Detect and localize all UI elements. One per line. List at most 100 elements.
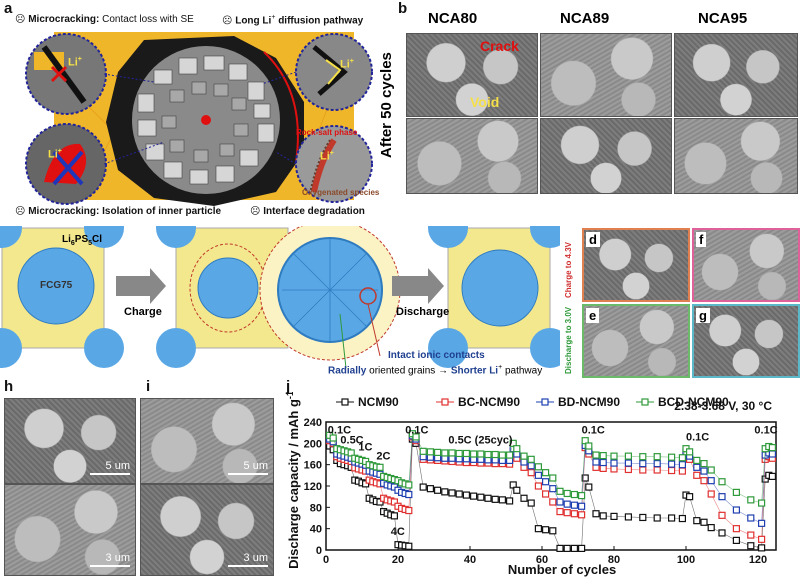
data-point-BC-NCM90 [758,535,766,543]
data-point-BD-NCM90 [549,485,557,493]
c-discharge-label: Discharge [396,306,450,318]
legend-marker [441,398,449,406]
data-point-BC-NCM90 [707,490,715,498]
a-li-1: Li+ [68,56,82,69]
data-point-NCM90 [653,514,661,522]
data-point-BD-NCM90 [520,458,528,466]
b-crack-label: Crack [480,38,519,54]
data-point-NCM90 [462,491,470,499]
data-point-NCM90 [599,512,607,520]
data-point-BD-NCM90 [718,493,726,501]
data-point-NCM90 [610,512,618,521]
data-point-BCD-NCM90 [732,488,740,497]
data-point-BCD-NCM90 [329,434,337,442]
panel-label-a: a [4,0,13,17]
c-se-label: Li6PS5Cl [62,234,103,247]
panel-label-i: i [146,378,151,395]
data-point-BCD-NCM90 [563,489,571,498]
neutral-face-icon: ☹ [250,206,261,217]
rate-annotation: 0.1C [328,425,351,437]
particle-core [201,115,211,125]
data-point-BCD-NCM90 [419,447,427,455]
data-point-BD-NCM90 [556,498,564,506]
y-axis-label: Discharge capacity / mAh g-1 [285,392,301,569]
data-point-NCM90 [419,483,427,491]
data-point-NCM90 [455,490,463,498]
legend-marker [341,398,349,406]
y-tick-label: 40 [310,524,322,536]
data-point-BCD-NCM90 [570,490,578,499]
data-point-NCM90 [678,514,686,523]
rate-annotation: 0.1C [582,425,605,437]
data-point-BD-NCM90 [639,459,647,468]
x-tick-label: 0 [323,554,329,566]
data-point-BCD-NCM90 [527,455,535,463]
legend-marker [641,398,649,406]
data-point-BCD-NCM90 [624,452,632,460]
b-void-label: Void [470,94,500,110]
panel-label-e: e [586,308,600,323]
data-point-BCD-NCM90 [534,463,542,471]
zoom-circle-br [295,125,373,203]
b-side-label: After 50 cycles [378,52,395,158]
data-point-BC-NCM90 [570,510,578,518]
data-point-BD-NCM90 [678,461,686,469]
y-tick-label: 160 [304,460,322,472]
data-point-NCM90 [707,524,715,532]
data-point-BCD-NCM90 [347,449,355,457]
data-point-NCM90 [527,499,535,507]
data-point-BCD-NCM90 [639,453,647,461]
data-point-BCD-NCM90 [549,474,557,482]
data-point-NCM90 [747,542,755,550]
panel-c-schematic [0,226,560,369]
neutral-face-icon: ☹ [15,206,26,217]
rate-annotation: 0.5C [340,434,363,446]
data-point-BCD-NCM90 [693,456,701,465]
a-caption-2: ☹ Long Li+ diffusion pathway [222,14,364,27]
data-point-BCD-NCM90 [513,445,521,453]
data-point-NCM90 [732,536,740,544]
x-tick-label: 60 [536,554,548,566]
panel-label-f: f [696,232,707,247]
data-point-BC-NCM90 [732,525,740,533]
i-scale-1: 5 um [228,460,268,475]
data-point-BCD-NCM90 [653,453,661,461]
data-point-NCM90 [520,494,528,502]
data-point-BCD-NCM90 [768,443,776,452]
a-rocksalt-label: Rock-salt phase [296,128,358,137]
data-point-BCD-NCM90 [462,449,470,458]
b-col-nca89: NCA89 [560,10,610,27]
data-point-BCD-NCM90 [578,491,586,500]
data-point-BC-NCM90 [534,482,542,490]
data-point-NCM90 [542,526,550,534]
data-point-BC-NCM90 [578,511,586,519]
data-point-NCM90 [534,525,542,533]
sem-panel-g [692,304,800,378]
data-point-BCD-NCM90 [668,453,676,461]
data-point-BCD-NCM90 [700,459,708,468]
x-axis-label: Number of cycles [508,562,616,577]
data-point-BC-NCM90 [678,467,686,475]
rate-annotation: 0.5C (25cyc) [448,434,513,446]
data-point-NCM90 [441,488,449,496]
data-point-BC-NCM90 [700,477,708,485]
data-point-BCD-NCM90 [585,442,593,450]
data-point-BCD-NCM90 [412,433,420,441]
x-tick-label: 80 [608,554,620,566]
neutral-face-icon: ☹ [222,15,233,27]
y-tick-label: 120 [304,481,322,493]
data-point-NCM90 [581,474,589,482]
legend-label: NCM90 [358,395,399,409]
data-point-BCD-NCM90 [441,449,449,457]
a-li-3: Li+ [48,148,62,161]
data-point-BCD-NCM90 [718,478,726,486]
zoom-circle-tr [295,33,373,111]
chart-j: 0 20 40 60 80 100 120 0 40 80 120 160 200 240 NCM90 BC-… [285,392,778,577]
b-sem-nca89-top [540,33,672,117]
data-point-NCM90 [405,542,413,550]
b-sem-nca95-top [674,33,798,117]
data-point-BCD-NCM90 [376,463,384,471]
data-point-NCM90 [624,513,632,521]
data-point-BC-NCM90 [653,466,661,474]
rate-annotation: 2C [376,450,390,462]
